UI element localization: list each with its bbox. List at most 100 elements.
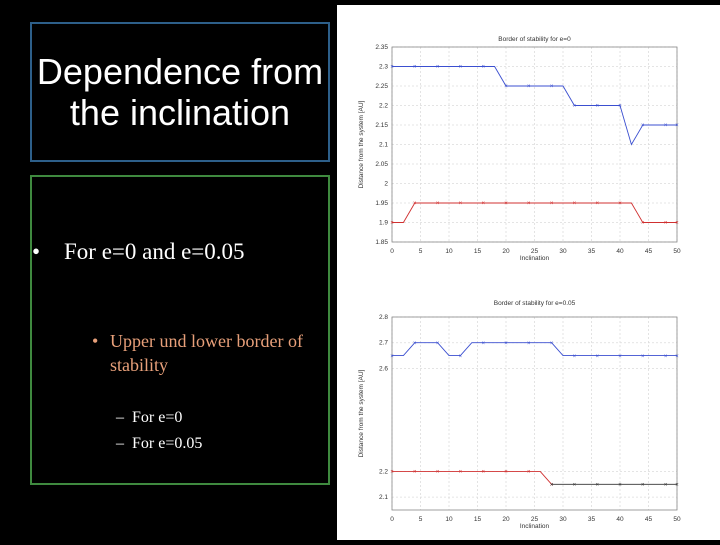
data-point-marker: × bbox=[390, 354, 394, 360]
data-point-marker: × bbox=[618, 482, 622, 488]
y-tick-label: 2.25 bbox=[375, 83, 388, 90]
data-point-marker: × bbox=[550, 201, 554, 207]
y-tick-label: 2.1 bbox=[379, 494, 388, 501]
x-axis-label: Inclination bbox=[520, 523, 550, 530]
data-point-marker: × bbox=[550, 482, 554, 488]
dash-marker: – bbox=[116, 409, 124, 426]
data-point-marker: × bbox=[527, 341, 531, 347]
data-point-marker: × bbox=[527, 470, 531, 476]
data-point-marker: × bbox=[675, 482, 679, 488]
x-tick-label: 25 bbox=[531, 516, 539, 523]
x-tick-label: 40 bbox=[616, 248, 624, 255]
main-bullet-text: For e=0 and e=0.05 bbox=[64, 239, 245, 264]
series-line bbox=[392, 66, 677, 146]
chart-title: Border of stability for e=0 bbox=[498, 36, 571, 43]
data-point-marker: × bbox=[595, 201, 599, 207]
y-tick-label: 2.7 bbox=[379, 340, 388, 347]
x-tick-label: 35 bbox=[588, 248, 596, 255]
data-point-marker: × bbox=[573, 482, 577, 488]
sub-bullet-1: • Stabel, unstabel and chaotic region bbox=[92, 275, 325, 323]
dash-marker: – bbox=[116, 435, 124, 452]
data-point-marker: × bbox=[573, 104, 577, 110]
data-point-marker: × bbox=[595, 104, 599, 110]
x-tick-label: 15 bbox=[474, 248, 482, 255]
x-tick-label: 25 bbox=[531, 248, 539, 255]
data-point-marker: × bbox=[413, 341, 417, 347]
data-point-marker: × bbox=[595, 354, 599, 360]
y-tick-label: 2.15 bbox=[375, 122, 388, 129]
sub-bullet-text: Escape times bbox=[110, 382, 205, 402]
bullet-dot: • bbox=[92, 382, 99, 402]
sub-bullet-text: Stabel, unstabel and chaotic region bbox=[110, 277, 311, 321]
data-point-marker: × bbox=[664, 482, 668, 488]
data-point-marker: × bbox=[481, 201, 485, 207]
series-line bbox=[392, 342, 677, 357]
y-tick-label: 2.2 bbox=[379, 103, 388, 110]
sub-bullet-text: Upper und lower border of stability bbox=[110, 331, 303, 375]
data-point-marker: × bbox=[550, 341, 554, 347]
data-point-marker: × bbox=[413, 201, 417, 207]
bullet-dot: • bbox=[92, 331, 99, 351]
x-tick-label: 50 bbox=[673, 516, 681, 523]
data-point-marker: × bbox=[436, 341, 440, 347]
data-point-marker: × bbox=[504, 84, 508, 90]
sub-bullet-3: • Escape times bbox=[92, 380, 325, 404]
sub-sub-bullet-1: – For e=0 bbox=[116, 409, 183, 427]
bullet-dot: • bbox=[92, 277, 99, 297]
bullet-content-box: • For e=0 and e=0.05 • Stabel, unstabel … bbox=[30, 175, 330, 485]
charts-panel: 0 5 10 15 20 25 30 35 40 45 50 1.85 1.9 1.95 2 2.05 2.1 2… bbox=[337, 5, 720, 540]
data-point-marker: × bbox=[481, 341, 485, 347]
chart-title: Border of stability for e=0.05 bbox=[494, 300, 576, 307]
data-point-marker: × bbox=[504, 201, 508, 207]
plot-area-frame bbox=[391, 46, 678, 243]
data-point-marker: × bbox=[618, 201, 622, 207]
x-tick-label: 15 bbox=[474, 516, 482, 523]
data-point-marker: × bbox=[413, 470, 417, 476]
data-point-marker: × bbox=[527, 84, 531, 90]
data-point-marker: × bbox=[459, 65, 463, 71]
y-tick-label: 2.6 bbox=[379, 365, 388, 372]
bullet-dot: • bbox=[32, 239, 41, 264]
data-point-marker: × bbox=[459, 470, 463, 476]
data-point-marker: × bbox=[527, 201, 531, 207]
x-tick-label: 45 bbox=[645, 248, 653, 255]
slide-title-box: Dependence from the inclination bbox=[30, 22, 330, 162]
data-point-marker: × bbox=[436, 65, 440, 71]
y-tick-label: 2.8 bbox=[379, 314, 388, 321]
y-tick-label: 2.2 bbox=[379, 468, 388, 475]
y-tick-label: 1.85 bbox=[375, 239, 388, 246]
x-tick-label: 45 bbox=[645, 516, 653, 523]
y-tick-label: 2.35 bbox=[375, 44, 388, 51]
data-point-marker: × bbox=[641, 482, 645, 488]
series-line bbox=[392, 470, 552, 485]
data-point-marker: × bbox=[390, 65, 394, 71]
data-point-marker: × bbox=[664, 123, 668, 129]
sub-sub-bullet-text: For e=0 bbox=[132, 409, 183, 426]
data-point-marker: × bbox=[595, 482, 599, 488]
data-point-marker: × bbox=[481, 65, 485, 71]
sub-sub-bullet-2: – For e=0.05 bbox=[116, 435, 202, 453]
x-tick-label: 0 bbox=[390, 248, 394, 255]
x-tick-label: 20 bbox=[502, 516, 510, 523]
data-point-marker: × bbox=[618, 104, 622, 110]
x-tick-label: 20 bbox=[502, 248, 510, 255]
x-tick-label: 10 bbox=[445, 516, 453, 523]
x-axis-label: Inclination bbox=[520, 255, 550, 262]
data-point-marker: × bbox=[390, 470, 394, 476]
data-point-marker: × bbox=[550, 84, 554, 90]
y-tick-label: 2.1 bbox=[379, 142, 388, 149]
data-point-marker: × bbox=[436, 201, 440, 207]
data-point-marker: × bbox=[390, 221, 394, 227]
data-point-marker: × bbox=[618, 354, 622, 360]
data-point-marker: × bbox=[641, 354, 645, 360]
y-tick-label: 2 bbox=[384, 181, 388, 188]
slide-title: Dependence from the inclination bbox=[36, 50, 324, 133]
y-tick-label: 2.05 bbox=[375, 161, 388, 168]
data-point-marker: × bbox=[504, 470, 508, 476]
data-point-marker: × bbox=[573, 201, 577, 207]
data-point-marker: × bbox=[459, 354, 463, 360]
data-point-marker: × bbox=[664, 354, 668, 360]
data-point-marker: × bbox=[675, 221, 679, 227]
x-tick-label: 35 bbox=[588, 516, 596, 523]
y-axis-label: Distance from the system [AU] bbox=[358, 100, 365, 188]
